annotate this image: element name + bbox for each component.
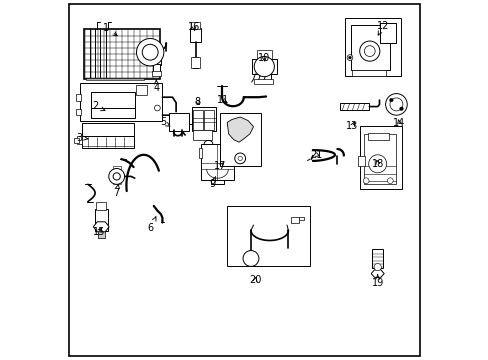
Circle shape	[113, 173, 120, 180]
Text: 16: 16	[187, 22, 200, 32]
Circle shape	[108, 168, 124, 184]
Bar	[201, 144, 233, 180]
Bar	[359, 126, 401, 189]
Circle shape	[386, 178, 392, 184]
Circle shape	[359, 41, 379, 61]
Bar	[80, 83, 162, 121]
Text: 9: 9	[208, 176, 215, 189]
Bar	[191, 57, 200, 68]
Bar	[191, 22, 200, 29]
Bar	[351, 70, 385, 76]
Text: 1: 1	[102, 23, 117, 36]
Bar	[358, 156, 364, 166]
Polygon shape	[93, 222, 109, 232]
Text: 13: 13	[346, 121, 358, 131]
Bar	[168, 113, 188, 131]
Bar	[113, 166, 121, 169]
Text: 18: 18	[371, 159, 383, 169]
Bar	[113, 181, 121, 184]
Bar	[379, 23, 395, 43]
Text: 11: 11	[216, 95, 228, 105]
Bar	[251, 59, 276, 74]
Text: 12: 12	[376, 21, 388, 35]
Bar	[193, 110, 203, 130]
Bar	[290, 217, 298, 223]
Circle shape	[136, 39, 163, 66]
Circle shape	[243, 251, 258, 266]
Bar	[371, 249, 382, 268]
Bar	[98, 230, 104, 238]
Text: 7: 7	[113, 184, 120, 198]
Circle shape	[363, 178, 368, 184]
Bar	[81, 123, 134, 148]
Bar	[152, 71, 161, 76]
Bar	[204, 110, 213, 130]
Bar	[76, 94, 81, 101]
Circle shape	[142, 44, 158, 60]
Text: 19: 19	[371, 275, 383, 288]
Bar	[190, 28, 200, 42]
Bar	[227, 206, 309, 266]
Bar	[136, 85, 147, 95]
Circle shape	[364, 46, 374, 57]
Text: 3: 3	[76, 132, 88, 143]
Bar	[339, 103, 368, 110]
Bar	[192, 107, 215, 131]
Text: 8: 8	[194, 96, 201, 107]
Circle shape	[346, 55, 352, 60]
Bar	[74, 138, 79, 143]
Circle shape	[254, 57, 274, 77]
Text: 21: 21	[310, 150, 322, 160]
Text: 10: 10	[258, 53, 270, 63]
Circle shape	[373, 264, 381, 271]
Text: 15: 15	[92, 227, 104, 237]
Polygon shape	[227, 117, 253, 142]
Bar	[77, 136, 82, 144]
Bar	[152, 55, 161, 65]
Circle shape	[238, 156, 242, 161]
Circle shape	[385, 94, 407, 115]
Circle shape	[234, 153, 245, 164]
Circle shape	[368, 155, 386, 173]
Text: 17: 17	[213, 161, 226, 171]
Circle shape	[399, 107, 403, 111]
Bar	[345, 18, 400, 76]
Bar	[298, 217, 303, 220]
Bar	[86, 78, 143, 80]
Circle shape	[154, 105, 160, 111]
Bar	[363, 134, 396, 184]
Circle shape	[389, 98, 392, 102]
Bar	[199, 148, 202, 158]
Bar	[233, 148, 237, 158]
Bar	[96, 202, 106, 210]
Polygon shape	[370, 270, 384, 277]
Bar	[220, 113, 261, 166]
Bar	[367, 133, 388, 140]
Text: 20: 20	[248, 275, 261, 285]
Bar	[84, 29, 160, 79]
Text: 5: 5	[160, 117, 169, 127]
Bar	[95, 209, 107, 231]
Bar	[91, 92, 134, 118]
Circle shape	[389, 98, 402, 111]
Bar	[76, 109, 81, 115]
Text: 6: 6	[147, 217, 156, 233]
Circle shape	[348, 56, 351, 59]
Bar	[153, 64, 160, 72]
Text: 2: 2	[92, 101, 105, 111]
Text: 14: 14	[392, 118, 405, 128]
Bar	[193, 130, 212, 140]
Bar	[253, 79, 272, 84]
Text: 4: 4	[153, 80, 159, 93]
Bar	[257, 50, 271, 59]
Bar	[350, 25, 389, 70]
